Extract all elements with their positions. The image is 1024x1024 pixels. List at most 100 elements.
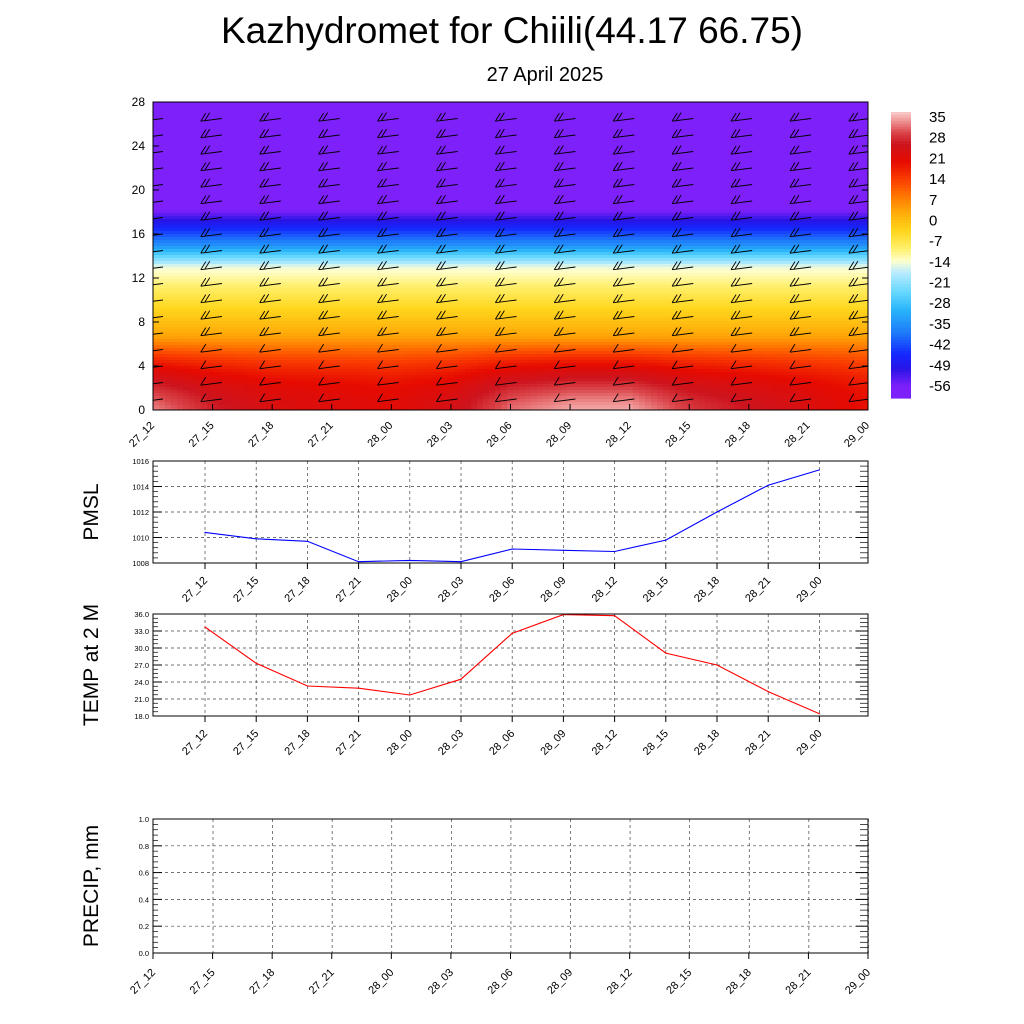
- field-cell: [375, 324, 382, 328]
- field-cell: [387, 240, 394, 244]
- field-cell: [279, 147, 286, 151]
- field-cell: [291, 267, 298, 271]
- field-cell: [411, 318, 418, 322]
- field-cell: [315, 258, 322, 262]
- field-cell: [393, 213, 400, 217]
- field-cell: [405, 165, 412, 169]
- field-cell: [195, 342, 202, 346]
- field-cell: [291, 387, 298, 391]
- field-cell: [351, 195, 358, 199]
- field-cell: [423, 150, 430, 154]
- field-cell: [291, 123, 298, 127]
- field-cell: [411, 177, 418, 181]
- field-cell: [309, 402, 316, 406]
- field-cell: [291, 201, 298, 205]
- field-cell: [399, 321, 406, 325]
- field-cell: [333, 102, 340, 106]
- field-cell: [237, 120, 244, 124]
- field-cell: [177, 363, 184, 367]
- field-cell: [219, 396, 226, 400]
- field-cell: [219, 243, 226, 247]
- field-cell: [303, 138, 310, 142]
- field-cell: [345, 375, 352, 379]
- field-cell: [315, 309, 322, 313]
- field-cell: [213, 378, 220, 382]
- field-cell: [279, 177, 286, 181]
- field-cell: [213, 186, 220, 190]
- field-cell: [255, 285, 262, 289]
- field-cell: [399, 213, 406, 217]
- field-cell: [327, 234, 334, 238]
- field-cell: [285, 264, 292, 268]
- field-cell: [279, 135, 286, 139]
- field-cell: [399, 378, 406, 382]
- field-cell: [399, 156, 406, 160]
- field-cell: [429, 207, 436, 211]
- field-cell: [225, 231, 232, 235]
- field-cell: [363, 183, 370, 187]
- field-cell: [315, 150, 322, 154]
- field-cell: [285, 117, 292, 121]
- field-cell: [381, 357, 388, 361]
- field-cell: [171, 306, 178, 310]
- field-cell: [237, 141, 244, 145]
- field-cell: [423, 231, 430, 235]
- field-cell: [405, 183, 412, 187]
- field-cell: [171, 351, 178, 355]
- field-cell: [201, 270, 208, 274]
- field-cell: [321, 321, 328, 325]
- field-cell: [387, 348, 394, 352]
- field-cell: [189, 294, 196, 298]
- field-cell: [165, 108, 172, 112]
- field-cell: [327, 375, 334, 379]
- field-cell: [423, 135, 430, 139]
- field-cell: [267, 201, 274, 205]
- field-cell: [399, 180, 406, 184]
- field-cell: [321, 381, 328, 385]
- field-cell: [165, 369, 172, 373]
- field-cell: [249, 219, 256, 223]
- field-cell: [333, 201, 340, 205]
- field-cell: [327, 321, 334, 325]
- field-cell: [255, 183, 262, 187]
- field-cell: [255, 300, 262, 304]
- field-cell: [411, 258, 418, 262]
- field-cell: [171, 363, 178, 367]
- field-cell: [369, 321, 376, 325]
- field-cell: [351, 255, 358, 259]
- field-cell: [309, 264, 316, 268]
- field-cell: [183, 252, 190, 256]
- field-cell: [387, 357, 394, 361]
- field-cell: [261, 357, 268, 361]
- field-cell: [213, 306, 220, 310]
- field-cell: [219, 405, 226, 409]
- field-cell: [417, 336, 424, 340]
- field-cell: [195, 117, 202, 121]
- field-cell: [417, 255, 424, 259]
- field-cell: [393, 309, 400, 313]
- field-cell: [291, 336, 298, 340]
- field-cell: [375, 225, 382, 229]
- field-cell: [261, 402, 268, 406]
- field-cell: [207, 141, 214, 145]
- field-cell: [369, 129, 376, 133]
- field-cell: [327, 366, 334, 370]
- field-cell: [345, 396, 352, 400]
- field-cell: [351, 237, 358, 241]
- field-cell: [309, 162, 316, 166]
- field-cell: [429, 141, 436, 145]
- field-cell: [279, 345, 286, 349]
- field-cell: [249, 222, 256, 226]
- field-cell: [249, 333, 256, 337]
- field-cell: [159, 195, 166, 199]
- field-cell: [351, 207, 358, 211]
- field-cell: [333, 120, 340, 124]
- field-cell: [363, 294, 370, 298]
- field-cell: [315, 222, 322, 226]
- field-cell: [339, 282, 346, 286]
- field-cell: [423, 159, 430, 163]
- field-cell: [333, 297, 340, 301]
- field-cell: [429, 267, 436, 271]
- field-cell: [333, 234, 340, 238]
- field-cell: [273, 240, 280, 244]
